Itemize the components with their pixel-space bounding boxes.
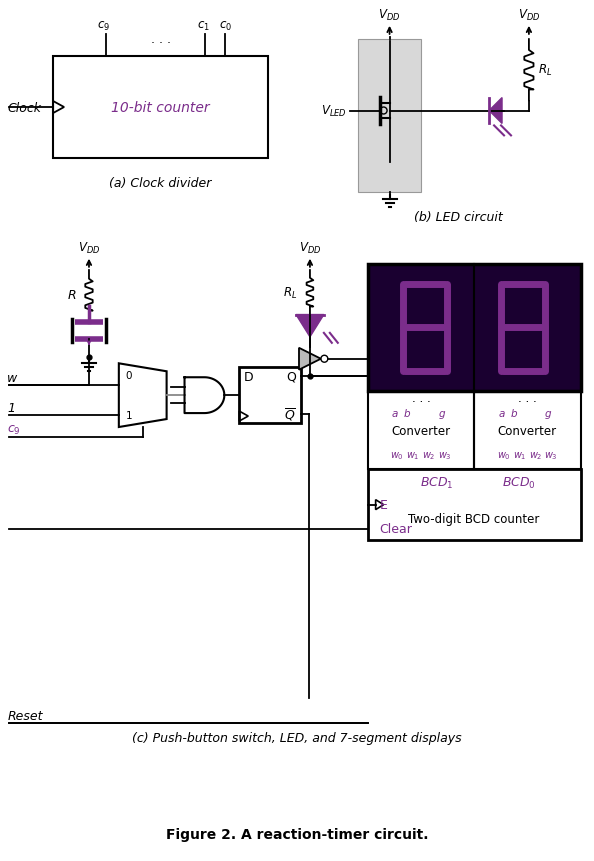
Text: b: b <box>404 409 410 418</box>
Text: $c_1$: $c_1$ <box>197 20 210 33</box>
Polygon shape <box>489 98 502 124</box>
Text: g: g <box>438 409 445 418</box>
Text: · · ·: · · · <box>412 395 430 408</box>
Text: Q: Q <box>286 370 296 383</box>
Text: $c_0$: $c_0$ <box>219 20 232 33</box>
Bar <box>239 368 301 424</box>
Text: Figure 2. A reaction-timer circuit.: Figure 2. A reaction-timer circuit. <box>166 827 428 841</box>
Text: w: w <box>7 372 18 385</box>
Text: 0: 0 <box>125 371 132 381</box>
Text: Converter: Converter <box>391 425 450 438</box>
Text: $BCD_1$: $BCD_1$ <box>419 475 453 491</box>
Text: g: g <box>545 409 552 418</box>
Text: Clock: Clock <box>7 102 42 115</box>
Text: $w_0$: $w_0$ <box>497 449 510 461</box>
Text: $V_{DD}$: $V_{DD}$ <box>78 240 100 256</box>
Text: Two-digit BCD counter: Two-digit BCD counter <box>409 512 540 525</box>
Text: b: b <box>510 409 517 418</box>
Bar <box>474 392 581 469</box>
Text: $V_{DD}$: $V_{DD}$ <box>518 8 540 23</box>
Text: 1: 1 <box>7 401 15 415</box>
Text: · · ·: · · · <box>151 37 170 50</box>
Polygon shape <box>299 349 321 370</box>
Polygon shape <box>296 315 324 338</box>
Bar <box>368 264 581 392</box>
Text: $w_1$: $w_1$ <box>406 449 420 461</box>
Text: $w_2$: $w_2$ <box>529 449 542 461</box>
Bar <box>368 469 581 541</box>
Text: R: R <box>67 288 76 302</box>
Text: $R_L$: $R_L$ <box>283 285 297 300</box>
Text: (a) Clock divider: (a) Clock divider <box>109 177 212 190</box>
Text: $w_3$: $w_3$ <box>545 449 558 461</box>
Text: $w_2$: $w_2$ <box>422 449 435 461</box>
Bar <box>358 40 421 193</box>
Bar <box>368 392 474 469</box>
Text: · · ·: · · · <box>518 395 537 408</box>
Text: $V_{LED}$: $V_{LED}$ <box>321 104 347 119</box>
Text: a: a <box>498 409 505 418</box>
Text: $w_0$: $w_0$ <box>390 449 404 461</box>
Text: $w_3$: $w_3$ <box>438 449 451 461</box>
Text: Converter: Converter <box>498 425 557 438</box>
Bar <box>53 57 268 159</box>
Text: $BCD_0$: $BCD_0$ <box>502 475 536 491</box>
Text: (b) LED circuit: (b) LED circuit <box>414 211 503 224</box>
Text: E: E <box>380 499 387 511</box>
Text: $R_L$: $R_L$ <box>538 63 552 78</box>
Text: $c_9$: $c_9$ <box>97 20 110 33</box>
Text: $\overline{Q}$: $\overline{Q}$ <box>284 406 296 423</box>
Text: 1: 1 <box>125 411 132 420</box>
Text: 10-bit counter: 10-bit counter <box>111 101 210 115</box>
Text: $w_1$: $w_1$ <box>513 449 526 461</box>
Text: $V_{DD}$: $V_{DD}$ <box>299 240 321 256</box>
Text: a: a <box>392 409 398 418</box>
Text: D: D <box>244 370 254 383</box>
Text: Clear: Clear <box>380 523 412 536</box>
Text: $c_9$: $c_9$ <box>7 424 21 437</box>
Text: Reset: Reset <box>7 709 43 722</box>
Text: $V_{DD}$: $V_{DD}$ <box>378 8 401 23</box>
Text: (c) Push-button switch, LED, and 7-segment displays: (c) Push-button switch, LED, and 7-segme… <box>132 731 462 744</box>
